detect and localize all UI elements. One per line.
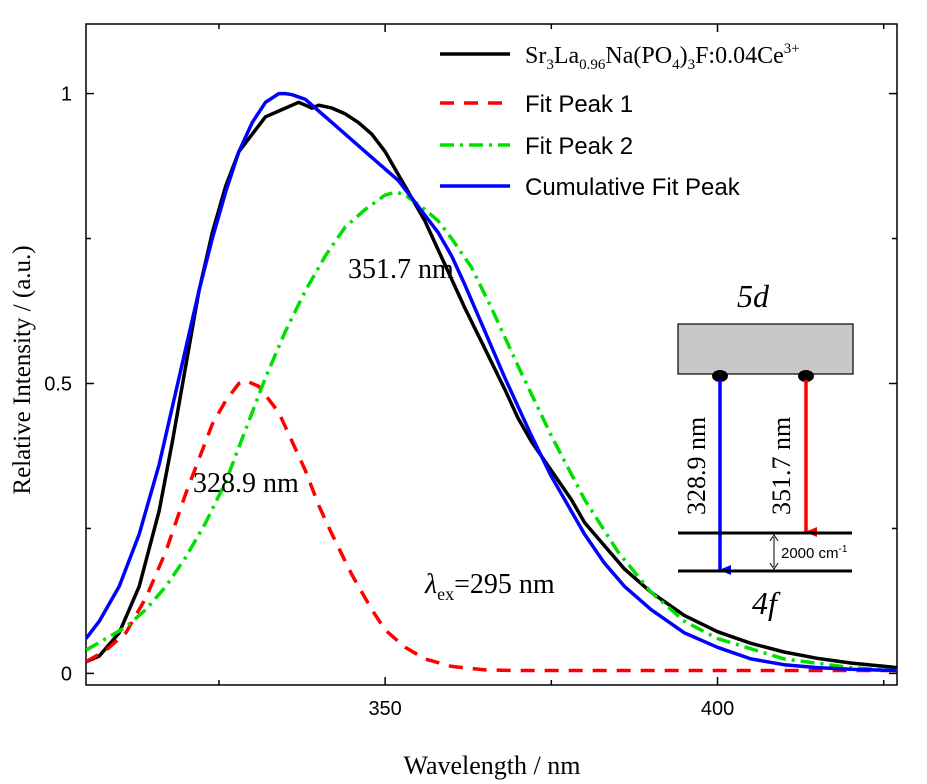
legend: Sr3La0.96Na(PO4)3F:0.04Ce3+ Fit Peak 1 F… xyxy=(440,41,800,201)
splitting-label: 2000 cm-1 xyxy=(781,544,848,562)
level-5d-band xyxy=(677,323,854,375)
x-tick-label-350: 350 xyxy=(368,698,401,720)
arrow2-label: 351.7 nm xyxy=(767,417,796,515)
axis-ticks: 350 400 0 0.5 1 xyxy=(44,24,897,720)
legend-label-fit-peak-1: Fit Peak 1 xyxy=(525,91,633,118)
splitting-arrowhead-down xyxy=(769,562,779,570)
peak1-annotation: 328.9 nm xyxy=(193,468,299,499)
series-line-3 xyxy=(86,190,897,673)
y-tick-label-2: 1 xyxy=(61,84,72,106)
splitting-arrowhead-up xyxy=(769,534,779,542)
peak2-annotation: 351.7 nm xyxy=(348,254,454,285)
excitation-annotation: λex=295 nm xyxy=(424,569,555,604)
x-axis-label: Wavelength / nm xyxy=(404,751,581,780)
level-5d-label: 5d xyxy=(737,278,770,314)
arrow1-label: 328.9 nm xyxy=(682,417,711,515)
energy-level-inset: 5d 328.9 nm 351.7 nm 2000 cm-1 4f xyxy=(677,278,854,621)
legend-label-cumulative: Cumulative Fit Peak xyxy=(525,174,741,201)
level-4f-label: 4f xyxy=(752,585,781,621)
electron-dot-left xyxy=(712,370,728,382)
legend-label-sample: Sr3La0.96Na(PO4)3F:0.04Ce3+ xyxy=(525,41,800,73)
x-tick-label-400: 400 xyxy=(701,698,734,720)
electron-dot-right xyxy=(798,370,814,382)
series-line-4 xyxy=(86,91,897,673)
y-axis-label: Relative Intensity / (a.u.) xyxy=(9,245,36,494)
legend-label-fit-peak-2: Fit Peak 2 xyxy=(525,133,633,160)
y-tick-label-1: 0.5 xyxy=(44,373,72,395)
series-line-2 xyxy=(86,378,897,673)
plot-frame xyxy=(85,23,898,686)
series-layer xyxy=(86,91,897,673)
y-tick-label-0: 0 xyxy=(61,663,72,685)
